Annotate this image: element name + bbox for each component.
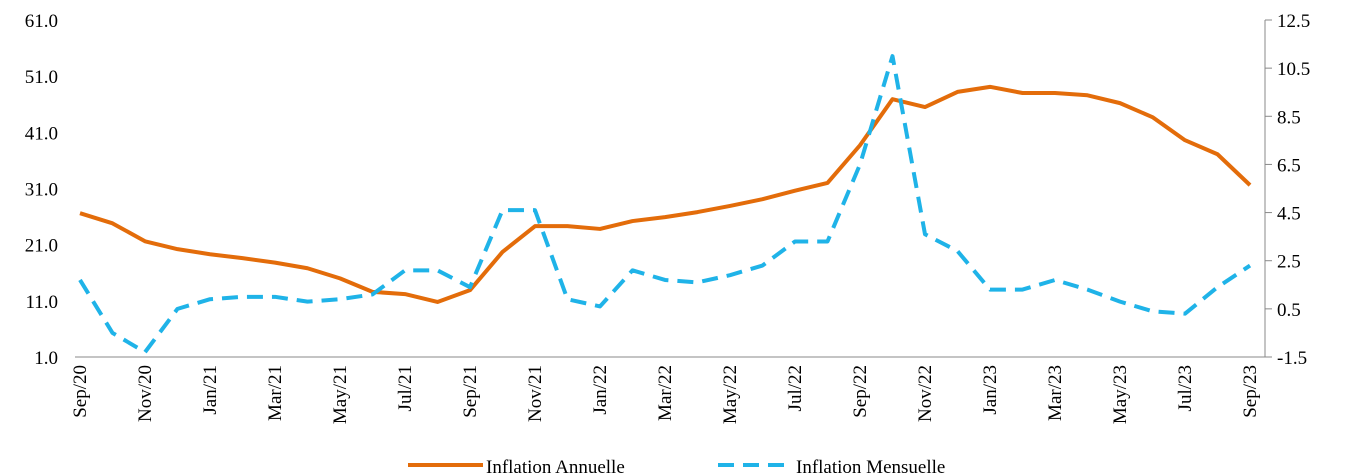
x-tick-label: Mar/21 [265,365,286,421]
y-tick-label: 21.0 [25,236,58,257]
y-tick-label: 61.0 [25,11,58,32]
y2-tick-label: 8.5 [1277,107,1301,128]
x-tick-label: May/21 [330,365,351,424]
x-tick-label: Nov/21 [525,365,546,422]
x-tick-label: Sep/20 [70,365,91,418]
y2-tick-label: 12.5 [1277,11,1310,32]
x-tick-label: May/22 [720,365,741,424]
y2-tick-label: 4.5 [1277,204,1301,225]
x-tick-label: Jul/22 [785,365,806,411]
x-tick-label: Sep/23 [1240,365,1261,418]
y-tick-label: 31.0 [25,180,58,201]
x-tick-label: Jul/23 [1175,365,1196,411]
y-tick-label: 1.0 [34,348,58,369]
legend-label: Inflation Mensuelle [796,457,945,476]
x-tick-label: Nov/20 [135,365,156,422]
x-tick-label: Jan/22 [590,365,611,415]
x-tick-label: Mar/22 [655,365,676,421]
series-line [78,54,1252,355]
y2-tick-label: 2.5 [1277,252,1301,273]
y-tick-label: 11.0 [25,292,58,313]
y-tick-label: 41.0 [25,123,58,144]
y-tick-label: 51.0 [25,67,58,88]
series-line [79,84,1252,304]
y2-tick-label: 10.5 [1277,59,1310,80]
x-tick-label: May/23 [1110,365,1131,424]
y2-tick-label: 0.5 [1277,300,1301,321]
x-tick-label: Mar/23 [1045,365,1066,421]
y2-tick-label: -1.5 [1277,348,1307,369]
x-tick-label: Sep/21 [460,365,481,418]
x-tick-label: Nov/22 [915,365,936,422]
x-tick-label: Sep/22 [850,365,871,418]
x-tick-label: Jul/21 [395,365,416,411]
x-tick-label: Jan/21 [200,365,221,415]
x-tick-label: Jan/23 [980,365,1001,415]
legend-label: Inflation Annuelle [486,457,625,476]
y2-tick-label: 6.5 [1277,155,1301,176]
